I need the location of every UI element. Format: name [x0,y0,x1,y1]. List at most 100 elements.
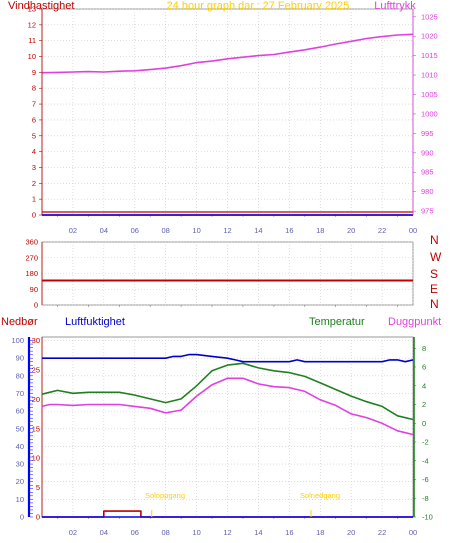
panel1-wind-tick-label: 3 [32,163,36,172]
temperature-tick-label: 0 [422,419,426,428]
rain-label: Nedbør [1,316,38,328]
panel1-pressure-tick-label: 1025 [421,12,438,21]
panel2-direction-tick-label: 90 [30,285,38,294]
panel3-x-tick-label: 22 [378,528,386,537]
panel2-direction-tick-label: 270 [25,253,38,262]
sunset-label: Solnedgang [300,491,340,500]
rain-tick-label: 30 [32,336,40,345]
panel1-x-tick-label: 06 [131,226,139,235]
panel1-x-tick-label: 22 [378,226,386,235]
humidity-tick-label: 30 [16,460,24,469]
panel3-x-tick-label: 16 [285,528,293,537]
panel1-x-tick-label: 08 [161,226,169,235]
temperature-label: Temperatur [309,316,365,328]
panel1-wind-tick-label: 5 [32,131,36,140]
panel1-x-tick-label: 18 [316,226,324,235]
rain-tick-label: 10 [32,454,40,463]
pressure-line [41,33,414,74]
panel3-x-tick-label: 18 [316,528,324,537]
panel1-pressure-tick-label: 1000 [421,109,438,118]
panel1-x-tick-label: 14 [254,226,262,235]
rain-tick-label: 20 [32,395,40,404]
temperature-tick-label: 2 [422,400,426,409]
panel3-x-tick-label: 08 [161,528,169,537]
panel1-wind-tick-label: 1 [32,195,36,204]
temperature-line [41,362,414,421]
humidity-tick-label: 60 [16,407,24,416]
panel1-wind-tick-label: 6 [32,115,36,124]
panel3-x-tick-label: 06 [131,528,139,537]
rain-tick-label: 5 [36,483,40,492]
pressure-label: Lufttrykk [374,0,416,12]
panel1-pressure-tick-label: 1010 [421,71,438,80]
panel1-pressure-tick-label: 990 [421,148,434,157]
panel3-x-tick-label: 02 [69,528,77,537]
panel1-wind-tick-label: 0 [32,211,36,220]
panel1-x-tick-label: 20 [347,226,355,235]
panel3-x-tick-label: 20 [347,528,355,537]
panel1-wind-tick-label: 7 [32,100,36,109]
temperature-tick-label: -2 [422,438,429,447]
panel1-x-tick-label: 02 [69,226,77,235]
panel1-pressure-tick-label: 995 [421,129,434,138]
panel1-wind-tick-label: 8 [32,84,36,93]
temperature-tick-label: 6 [422,363,426,372]
humidity-tick-label: 70 [16,389,24,398]
panel1-wind-tick-label: 13 [28,5,36,14]
panel3-x-tick-label: 00 [409,528,417,537]
panel1-pressure-tick-label: 1015 [421,51,438,60]
dewpoint-line [41,377,414,436]
humidity-label: Luftfuktighet [65,316,125,328]
sunrise-label: Soloppgang [145,491,185,500]
humidity-tick-label: 0 [20,513,24,522]
panel2-direction-tick-label: 180 [25,269,38,278]
panel1-pressure-tick-label: 985 [421,168,434,177]
panel1-pressure-tick-label: 980 [421,187,434,196]
compass-label-w: W [430,250,442,264]
rain-tick-label: 25 [32,365,40,374]
humidity-tick-label: 10 [16,495,24,504]
compass-label-s: S [430,267,438,281]
panel1-x-tick-label: 10 [192,226,200,235]
panel1-pressure-tick-label: 975 [421,207,434,216]
panel1-pressure-tick-label: 1020 [421,32,438,41]
dewpoint-label: Duggpunkt [388,316,441,328]
wind-speed-label: Vindhastighet [8,0,74,12]
panel3-x-tick-label: 10 [192,528,200,537]
temperature-tick-label: -8 [422,494,429,503]
temperature-tick-label: -4 [422,456,429,465]
panel1-wind-tick-label: 12 [28,20,36,29]
panel3-x-tick-label: 14 [254,528,262,537]
compass-label-n: N [430,233,439,247]
panel1-pressure-tick-label: 1005 [421,90,438,99]
humidity-tick-label: 90 [16,354,24,363]
panel1-x-tick-label: 16 [285,226,293,235]
panel1-wind-tick-label: 10 [28,52,36,61]
temperature-tick-label: 4 [422,381,426,390]
panel2-direction-tick-label: 360 [25,238,38,247]
panel1-x-tick-label: 12 [223,226,231,235]
panel1-x-tick-label: 04 [100,226,108,235]
panel3-x-tick-label: 04 [100,528,108,537]
humidity-tick-label: 20 [16,477,24,486]
humidity-tick-label: 80 [16,371,24,380]
panel3-x-tick-label: 12 [223,528,231,537]
humidity-tick-label: 40 [16,442,24,451]
panel1-x-tick-label: 00 [409,226,417,235]
humidity-tick-label: 100 [11,336,24,345]
rain-tick-label: 0 [36,513,40,522]
compass-label-e: E [430,282,438,296]
temperature-tick-label: -6 [422,475,429,484]
panel2-direction-tick-label: 0 [34,301,38,310]
humidity-tick-label: 50 [16,424,24,433]
panel1-wind-tick-label: 9 [32,68,36,77]
rain-tick-label: 15 [32,424,40,433]
humidity-line [42,353,414,363]
panel1-wind-tick-label: 4 [32,147,36,156]
graph-title: 24 hour graph dar.: 27 Februarv 2025 [167,0,350,12]
panel1-wind-tick-label: 11 [28,36,36,45]
temperature-tick-label: -10 [422,513,433,522]
compass-label-n: N [430,297,439,311]
